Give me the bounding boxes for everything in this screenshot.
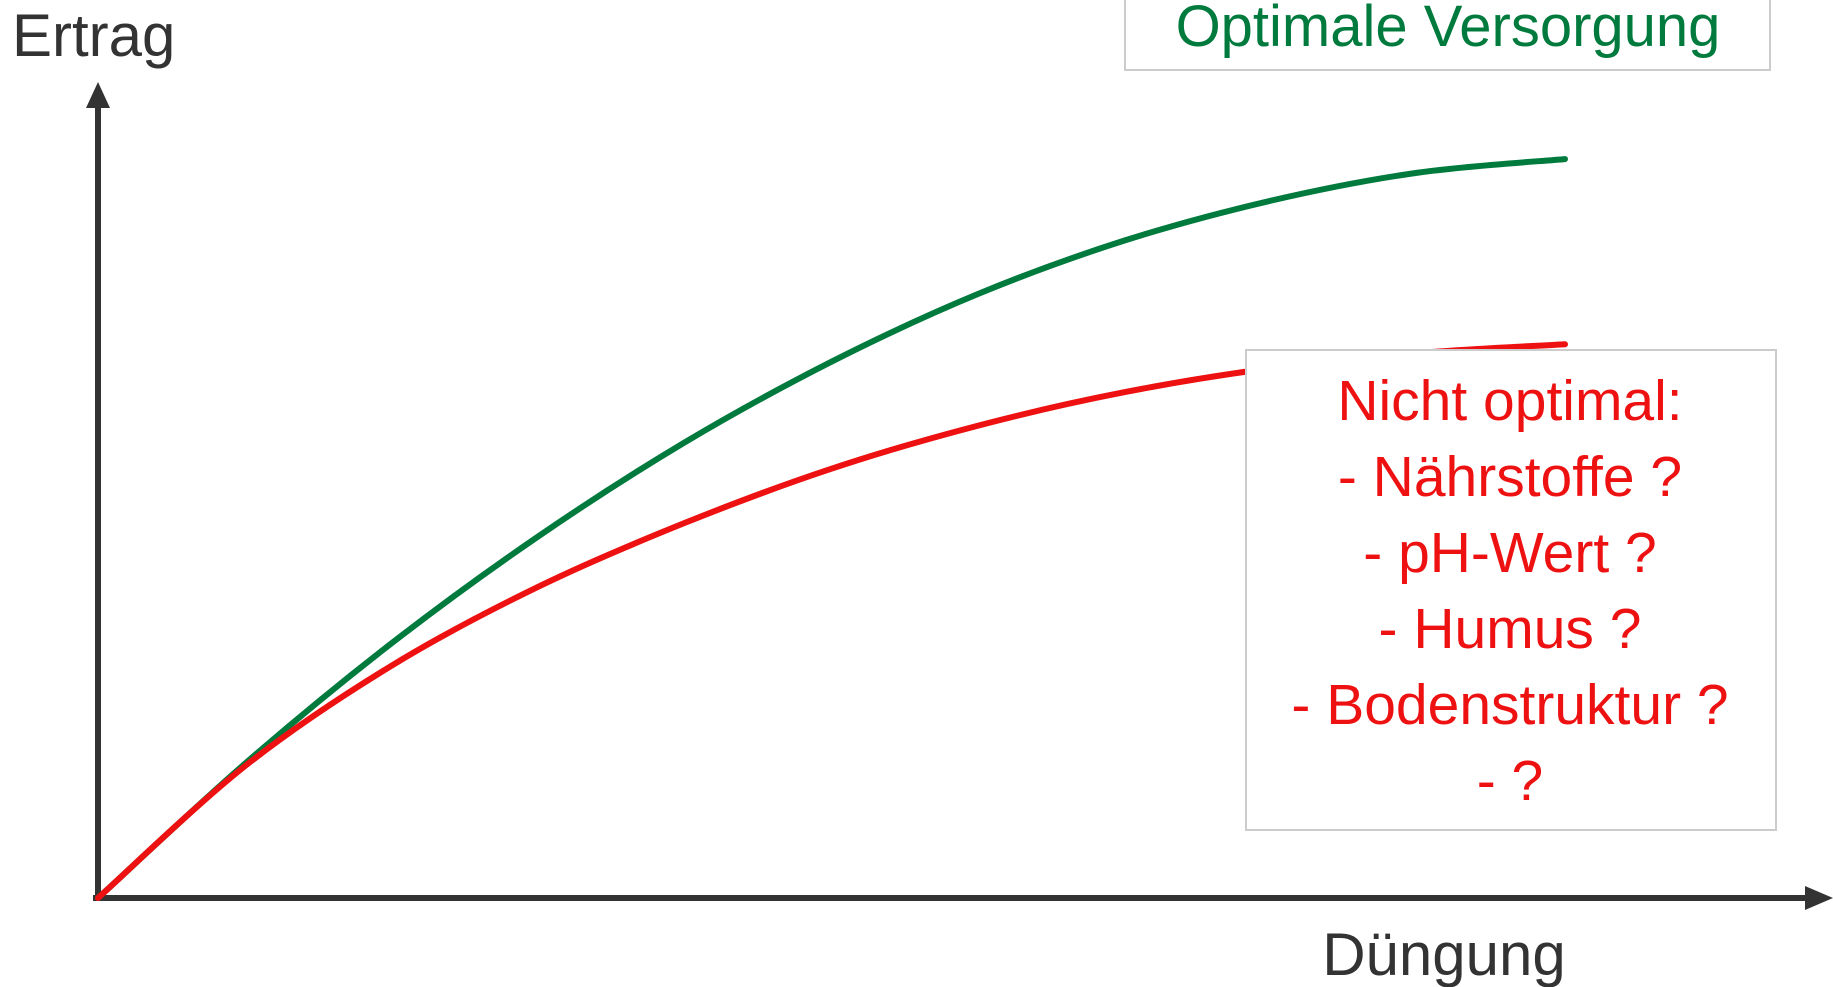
x-axis-arrow-icon [1805,886,1833,910]
red-label-line-2: - Nährstoffe ? [1338,445,1682,509]
red-label-line-6: - ? [1477,749,1544,813]
green-series-line [95,156,1568,901]
x-axis-title: Düngung [1322,921,1566,987]
green-series-label: Optimale Versorgung [1176,0,1721,59]
red-label-line-1: Nicht optimal: [1337,369,1682,433]
green-label-box [1124,0,1771,71]
red-label-box [1245,349,1777,831]
y-axis-arrow-icon [86,82,110,108]
y-axis-title: Ertrag [12,2,175,69]
red-label-line-4: - Humus ? [1379,597,1642,661]
red-label-line-3: - pH-Wert ? [1363,521,1657,585]
red-label-line-5: - Bodenstruktur ? [1291,673,1728,737]
